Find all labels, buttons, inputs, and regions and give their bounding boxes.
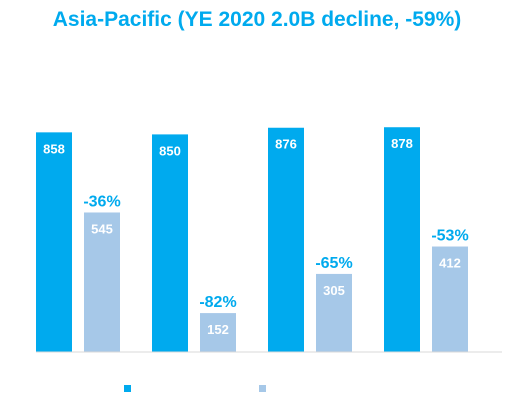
change-label-group-2: -82% — [199, 294, 236, 311]
bar-series-2-group-2 — [200, 313, 236, 352]
bar-series-2-group-3 — [316, 273, 352, 352]
data-label-series-2-group-4: 412 — [439, 256, 461, 271]
chart-title: Asia-Pacific (YE 2020 2.0B decline, -59%… — [52, 8, 462, 31]
data-label-series-2-group-2: 152 — [207, 322, 229, 337]
data-label-series-1-group-2: 850 — [159, 143, 181, 158]
bar-series-1-group-1 — [36, 132, 72, 352]
bar-series-1-group-4 — [384, 127, 420, 353]
legend — [0, 385, 514, 399]
bar-series-2-group-1 — [84, 212, 120, 352]
change-label-group-1: -36% — [83, 193, 120, 210]
data-label-series-1-group-1: 858 — [43, 141, 65, 156]
change-label-group-4: -53% — [431, 228, 468, 245]
bar-series-1-group-2 — [152, 134, 188, 352]
bar-series-2-group-4 — [432, 246, 468, 352]
data-label-series-2-group-3: 305 — [323, 283, 345, 298]
data-label-series-2-group-1: 545 — [91, 221, 113, 236]
change-label-group-3: -65% — [315, 255, 352, 272]
bar-series-1-group-3 — [268, 127, 304, 352]
data-label-series-1-group-3: 876 — [275, 137, 297, 152]
legend-swatch-series-2 — [259, 385, 266, 392]
legend-item-series-1 — [124, 385, 131, 392]
legend-swatch-series-1 — [124, 385, 131, 392]
data-label-series-1-group-4: 878 — [391, 136, 413, 151]
legend-item-series-2 — [259, 385, 266, 392]
